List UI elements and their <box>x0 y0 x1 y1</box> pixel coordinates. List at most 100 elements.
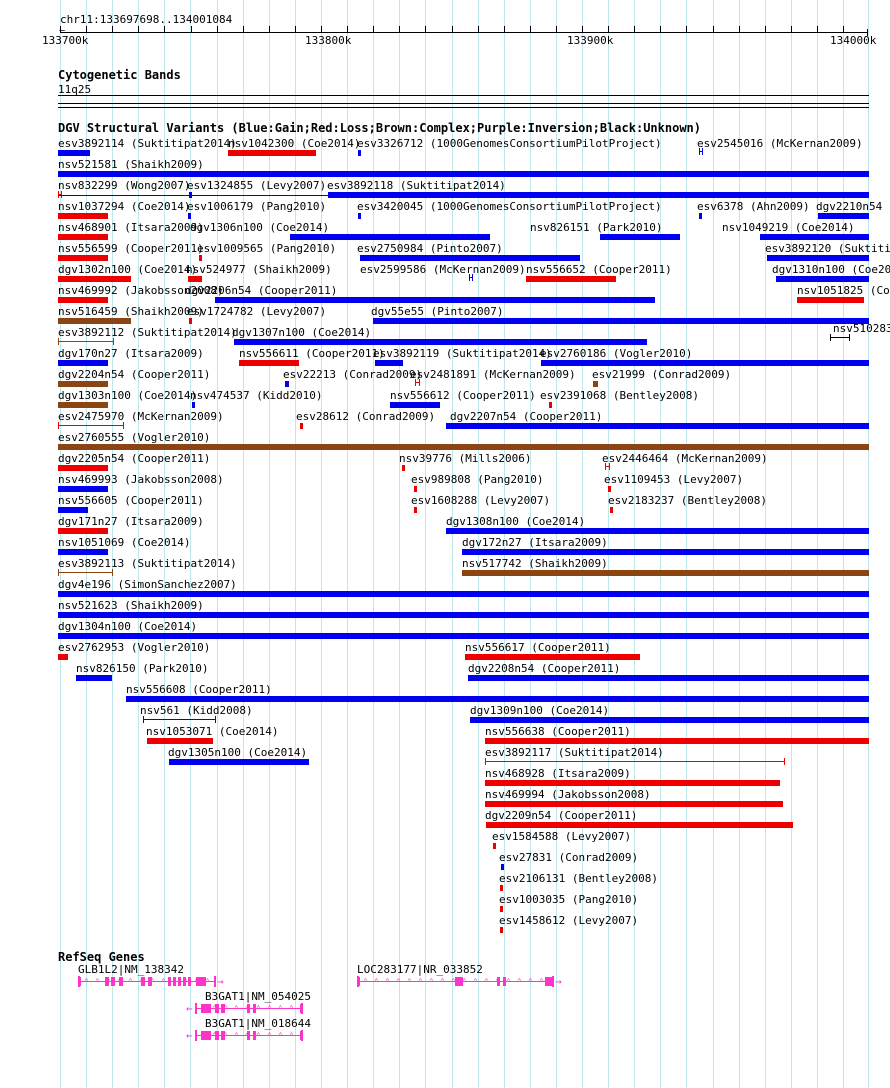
dgv-feature-label[interactable]: nsv826150 (Park2010) <box>76 662 209 675</box>
dgv-feature-label[interactable]: nsv1051069 (Coe2014) <box>58 536 191 549</box>
dgv-feature-bar[interactable] <box>58 255 108 261</box>
dgv-feature-bar[interactable] <box>485 801 783 807</box>
dgv-feature-bar[interactable] <box>58 633 869 639</box>
gene-exon[interactable] <box>247 1004 250 1013</box>
dgv-feature-label[interactable]: esv2762953 (Vogler2010) <box>58 641 211 654</box>
dgv-feature-bar[interactable] <box>192 402 195 408</box>
gene-model[interactable]: ⌃⌃⌃⌃⌃⌃⌃⌃⌃⌃⌃⌃⌃⌃⌃⌃⌃→ <box>357 976 562 987</box>
dgv-feature-label[interactable]: nsv556608 (Cooper2011) <box>126 683 272 696</box>
gene-exon[interactable] <box>119 977 123 986</box>
dgv-feature-label[interactable]: esv3892118 (Suktitipat2014) <box>327 179 506 192</box>
dgv-feature-bar[interactable] <box>58 297 108 303</box>
gene-label[interactable]: LOC283177|NR_033852 <box>357 963 483 976</box>
dgv-feature-label[interactable]: esv1584588 (Levy2007) <box>492 830 632 843</box>
dgv-feature-bar[interactable] <box>500 927 503 933</box>
dgv-feature-label[interactable]: esv1109453 (Levy2007) <box>604 473 744 486</box>
dgv-feature-bar[interactable] <box>215 297 655 303</box>
dgv-feature-label[interactable]: esv1724782 (Levy2007) <box>187 305 327 318</box>
dgv-feature-label[interactable]: dgv171n27 (Itsara2009) <box>58 515 204 528</box>
dgv-feature-label[interactable]: dgv1307n100 (Coe2014) <box>232 326 372 339</box>
dgv-feature-bar[interactable] <box>446 423 869 429</box>
dgv-feature-bar[interactable] <box>234 339 647 345</box>
dgv-feature-label[interactable]: dgv2204n54 (Cooper2011) <box>58 368 211 381</box>
dgv-feature-label[interactable]: nsv474537 (Kidd2010) <box>190 389 323 402</box>
dgv-feature-label[interactable]: nsv469994 (Jakobsson2008) <box>485 788 651 801</box>
dgv-feature-bar[interactable] <box>414 486 417 492</box>
dgv-feature-label[interactable]: esv3892114 (Suktitipat2014) <box>58 137 237 150</box>
dgv-feature-label[interactable]: nsv556638 (Cooper2011) <box>485 725 631 738</box>
dgv-feature-label[interactable]: dgv1305n100 (Coe2014) <box>168 746 308 759</box>
dgv-feature-label[interactable]: esv3892120 (Suktitipat2014) <box>765 242 890 255</box>
dgv-feature-label[interactable]: dgv170n27 (Itsara2009) <box>58 347 204 360</box>
gene-exon[interactable] <box>253 1004 256 1013</box>
dgv-feature-bar[interactable] <box>465 654 640 660</box>
dgv-feature-bar[interactable] <box>462 549 869 555</box>
dgv-feature-bar[interactable] <box>58 507 88 513</box>
dgv-feature-label[interactable]: esv1458612 (Levy2007) <box>499 914 639 927</box>
dgv-feature-bar[interactable] <box>797 297 864 303</box>
dgv-feature-bar[interactable] <box>699 213 702 219</box>
dgv-feature-label[interactable]: esv2760555 (Vogler2010) <box>58 431 211 444</box>
gene-exon[interactable] <box>148 977 152 986</box>
dgv-feature-bar[interactable] <box>501 864 504 870</box>
dgv-feature-label[interactable]: nsv39776 (Mills2006) <box>399 452 532 465</box>
dgv-feature-label[interactable]: nsv556605 (Cooper2011) <box>58 494 204 507</box>
dgv-feature-label[interactable]: nsv556612 (Cooper2011) <box>390 389 536 402</box>
dgv-feature-bar[interactable] <box>58 381 108 387</box>
dgv-feature-bar[interactable] <box>189 318 192 324</box>
dgv-feature-bar[interactable] <box>300 423 303 429</box>
dgv-feature-bar[interactable] <box>373 318 869 324</box>
dgv-feature-label[interactable]: esv2481891 (McKernan2009) <box>410 368 576 381</box>
dgv-feature-bar[interactable] <box>143 716 216 723</box>
dgv-feature-label[interactable]: nsv556652 (Cooper2011) <box>526 263 672 276</box>
dgv-feature-label[interactable]: nsv1053071 (Coe2014) <box>146 725 279 738</box>
dgv-feature-label[interactable]: esv1608288 (Levy2007) <box>411 494 551 507</box>
dgv-feature-bar[interactable] <box>58 234 108 240</box>
dgv-feature-bar[interactable] <box>58 150 90 156</box>
dgv-feature-bar[interactable] <box>58 654 68 660</box>
dgv-feature-bar[interactable] <box>605 463 610 470</box>
dgv-feature-bar[interactable] <box>600 234 680 240</box>
gene-exon[interactable] <box>141 977 145 986</box>
dgv-feature-label[interactable]: dgv2210n54 (Cooper2011) <box>816 200 890 213</box>
dgv-feature-bar[interactable] <box>58 276 131 282</box>
dgv-feature-label[interactable]: nsv469992 (Jakobsson2008) <box>58 284 224 297</box>
gene-exon[interactable] <box>173 977 176 986</box>
gene-exon[interactable] <box>196 977 206 986</box>
dgv-feature-label[interactable]: nsv556599 (Cooper2011) <box>58 242 204 255</box>
dgv-feature-bar[interactable] <box>446 528 869 534</box>
dgv-feature-bar[interactable] <box>414 507 417 513</box>
gene-exon[interactable] <box>201 1004 211 1013</box>
dgv-feature-bar[interactable] <box>285 381 289 387</box>
dgv-feature-bar[interactable] <box>58 422 124 429</box>
dgv-feature-bar[interactable] <box>58 465 108 471</box>
dgv-feature-label[interactable]: esv3326712 (1000GenomesConsortiumPilotPr… <box>357 137 662 150</box>
dgv-feature-label[interactable]: esv3892113 (Suktitipat2014) <box>58 557 237 570</box>
dgv-feature-bar[interactable] <box>767 255 869 261</box>
gene-label[interactable]: B3GAT1|NM_018644 <box>205 1017 311 1030</box>
dgv-feature-label[interactable]: dgv1304n100 (Coe2014) <box>58 620 198 633</box>
dgv-feature-bar[interactable] <box>776 276 869 282</box>
dgv-feature-bar[interactable] <box>358 213 361 219</box>
dgv-feature-bar[interactable] <box>58 528 108 534</box>
dgv-feature-label[interactable]: nsv469993 (Jakobsson2008) <box>58 473 224 486</box>
gene-exon[interactable] <box>253 1031 256 1040</box>
dgv-feature-bar[interactable] <box>58 213 108 219</box>
dgv-feature-label[interactable]: nsv468928 (Itsara2009) <box>485 767 631 780</box>
dgv-feature-label[interactable]: dgv1302n100 (Coe2014) <box>58 263 198 276</box>
dgv-feature-bar[interactable] <box>290 234 490 240</box>
dgv-feature-bar[interactable] <box>593 381 598 387</box>
dgv-feature-bar[interactable] <box>462 570 869 576</box>
dgv-feature-label[interactable]: nsv516459 (Shaikh2009) <box>58 305 204 318</box>
dgv-feature-bar[interactable] <box>58 444 869 450</box>
dgv-feature-label[interactable]: esv2750984 (Pinto2007) <box>357 242 503 255</box>
dgv-feature-label[interactable]: esv3892112 (Suktitipat2014) <box>58 326 237 339</box>
dgv-feature-label[interactable]: dgv1303n100 (Coe2014) <box>58 389 198 402</box>
dgv-feature-label[interactable]: esv2475970 (McKernan2009) <box>58 410 224 423</box>
dgv-feature-label[interactable]: esv989808 (Pang2010) <box>411 473 544 486</box>
dgv-feature-bar[interactable] <box>58 171 869 177</box>
gene-exon[interactable] <box>497 977 500 986</box>
dgv-feature-label[interactable]: dgv4e196 (SimonSanchez2007) <box>58 578 237 591</box>
gene-label[interactable]: GLB1L2|NM_138342 <box>78 963 184 976</box>
gene-label[interactable]: B3GAT1|NM_054025 <box>205 990 311 1003</box>
